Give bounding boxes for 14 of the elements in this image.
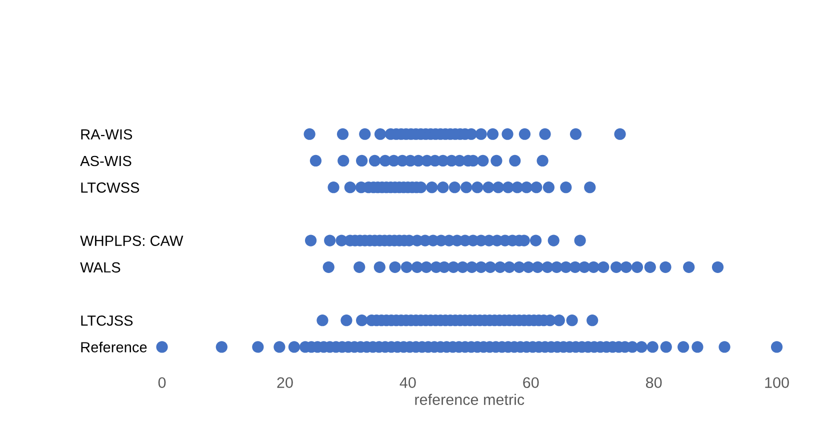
y-tick-label: AS-WIS (80, 156, 132, 166)
x-tick-label: 40 (400, 377, 416, 388)
y-tick-label: LTCWSS (81, 182, 140, 193)
x-tick-label: 0 (158, 377, 166, 388)
y-tick-label: LTCJSS (81, 315, 133, 326)
x-tick-label: 80 (646, 377, 662, 388)
x-tick-label: 60 (523, 377, 539, 388)
y-tick-label: RA-WIS (81, 129, 132, 140)
x-axis-title: reference metric (415, 394, 524, 406)
x-tick-label: 100 (765, 377, 789, 388)
x-tick-label: 20 (277, 377, 293, 388)
y-tick-label: WHPLPS: CAW (80, 236, 184, 246)
y-tick-label: Reference (81, 342, 147, 352)
y-tick-label: WALS (80, 262, 120, 273)
